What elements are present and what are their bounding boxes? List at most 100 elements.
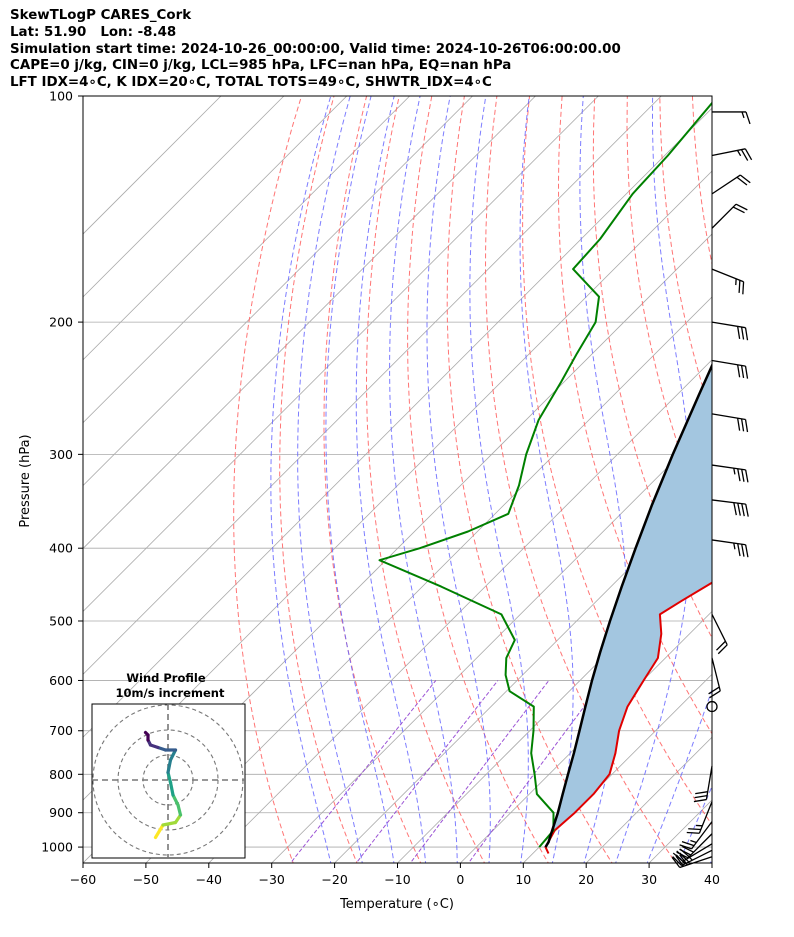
axes: −60 −50 −40 −30 −20 −10 0 10 20 30 40 100 200 300 400 5… (41, 89, 720, 888)
barb-shaft (711, 359, 746, 367)
barb-flag (736, 176, 748, 186)
wind-barbs (671, 111, 753, 869)
moist-adiabat (646, 688, 712, 863)
barb-shaft (711, 499, 746, 505)
isotherm (523, 673, 712, 863)
barb-flag (735, 203, 748, 211)
hodograph-segment (171, 793, 180, 807)
dry-adiabat (446, 96, 613, 863)
barb-flag (745, 504, 749, 517)
barb-flag (682, 845, 694, 853)
barb-flag (694, 794, 708, 799)
isotherm (208, 359, 712, 863)
barb-shaft (711, 321, 746, 329)
y-tick-label: 300 (49, 447, 73, 462)
barb-shaft (711, 203, 737, 229)
y-tick-label: 800 (49, 767, 73, 782)
barb-flag (740, 418, 745, 432)
barb-flag (740, 365, 745, 379)
dry-adiabat (279, 96, 358, 863)
x-tick-label: −20 (321, 872, 347, 887)
x-tick-label: −60 (70, 872, 96, 887)
wind-barb (711, 499, 749, 517)
wind-barb (711, 268, 745, 295)
isotherm (711, 862, 712, 863)
isotherm (83, 96, 662, 675)
moist-adiabat (297, 96, 363, 863)
barb-flag (745, 469, 749, 483)
isotherm (83, 96, 599, 612)
isotherm (83, 96, 222, 235)
barb-flag (686, 831, 700, 834)
barb-shaft (711, 614, 728, 646)
mixing-ratio-line (289, 680, 437, 863)
y-tick-label: 500 (49, 613, 73, 628)
barb-flag (739, 174, 751, 184)
barb-shaft (679, 856, 713, 869)
dry-adiabat (365, 96, 486, 863)
barb-flag (695, 791, 708, 795)
moist-adiabat (709, 858, 712, 863)
y-tick-label: 200 (49, 315, 73, 330)
x-tick-label: 30 (641, 872, 657, 887)
wind-barb (679, 821, 713, 850)
barb-flag (741, 469, 745, 482)
moist-adiabat (270, 96, 332, 863)
isotherm (83, 96, 410, 424)
isotherm (83, 96, 285, 298)
x-tick-label: 0 (456, 872, 464, 887)
mixing-ratio-line (355, 680, 499, 863)
barb-shaft (711, 268, 744, 283)
barb-flag (709, 690, 721, 699)
hodograph-segment (168, 780, 175, 797)
y-tick-label: 400 (49, 541, 73, 556)
y-axis-label: Pressure (hPa) (18, 434, 33, 527)
dry-adiabat (484, 96, 677, 863)
hodograph-segment (153, 823, 165, 840)
y-tick-label: 700 (49, 723, 73, 738)
barb-flag (744, 366, 749, 379)
barb-flag (737, 418, 741, 431)
hodograph-title: Wind Profile (126, 671, 206, 685)
hodograph-segment (176, 803, 183, 817)
barb-flag (688, 828, 701, 831)
chart-times: Simulation start time: 2024-10-26_00:00:… (10, 41, 621, 57)
barb-flag (742, 281, 745, 295)
wind-barb (708, 657, 721, 699)
barb-flag (671, 856, 681, 868)
barb-flag (672, 856, 683, 866)
wind-barb (686, 801, 713, 834)
barb-shaft (687, 833, 713, 859)
wind-barb (711, 203, 748, 229)
mixing-ratio-line (409, 680, 550, 863)
isotherm (83, 107, 712, 738)
isotherm (145, 296, 712, 863)
chart-cape-info: CAPE=0 j/kg, CIN=0 j/kg, LCL=985 hPa, LF… (10, 58, 512, 74)
barb-flag (732, 206, 745, 214)
barb-half-flag (741, 111, 745, 119)
barb-shaft (705, 765, 713, 800)
barb-flag (737, 503, 741, 516)
barb-shaft (711, 464, 746, 471)
x-tick-label: 10 (515, 872, 531, 887)
barb-flag (672, 852, 684, 862)
barb-flag (740, 326, 745, 340)
barb-flag (744, 148, 753, 161)
sounding-profiles (378, 101, 712, 854)
barb-half-flag (733, 468, 736, 475)
barb-flag (745, 111, 751, 125)
barb-flag (745, 544, 749, 558)
moist-adiabat (678, 785, 712, 863)
barb-flag (717, 644, 728, 655)
wind-barb (711, 413, 749, 433)
barb-flag (744, 419, 749, 433)
barb-shaft (711, 174, 741, 195)
chart-title: SkewTLogP CARES_Cork (10, 8, 192, 23)
x-tick-label: 20 (578, 872, 594, 887)
barb-flag (679, 844, 692, 850)
wind-barb (711, 359, 749, 379)
hodograph-subtitle: 10m/s increment (116, 686, 225, 700)
chart-title-block: SkewTLogP CARES_Cork Lat: 51.90 Lon: -8.… (10, 8, 621, 92)
dewpoint-line (378, 101, 712, 848)
barb-flag (738, 280, 741, 293)
